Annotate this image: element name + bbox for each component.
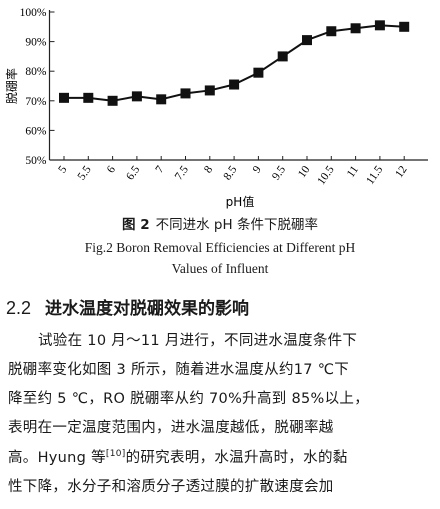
paragraph-line: 高。Hyung 等[10]的研究表明，水温升高时，水的黏 — [8, 446, 432, 467]
x-tick-label: 6.5 — [124, 164, 142, 183]
figure-caption-en-line2: Values of Influent — [171, 261, 269, 276]
data-point — [253, 67, 264, 78]
data-point — [107, 95, 118, 106]
data-point — [83, 92, 94, 103]
x-tick-label: 7 — [154, 164, 167, 176]
paragraph-text: 的研究表明，水温升高时，水的黏 — [125, 450, 348, 466]
section-number: 2.2 — [6, 298, 32, 318]
figure-caption-cn: 图 2 不同进水 pH 条件下脱硼率 — [0, 213, 440, 233]
data-point — [204, 85, 215, 96]
x-tick-label: 8.5 — [221, 164, 239, 183]
citation-ref[interactable]: [10] — [105, 449, 126, 459]
data-point — [350, 23, 361, 34]
x-tick-labels: 5 5.5 6 6.5 7 7.5 8 8.5 9 9.5 10 10.5 11 11.5 12 — [56, 164, 409, 188]
x-tick-label: 5.5 — [76, 164, 94, 183]
x-axis-label: pH值 — [226, 194, 255, 209]
series-boron-removal — [59, 20, 410, 106]
y-tick-label: 50% — [25, 155, 47, 167]
paragraph-line: 脱硼率变化如图 3 所示，随着进水温度从约17 ℃下 — [8, 362, 350, 378]
figure-title-cn: 不同进水 pH 条件下脱硼率 — [155, 217, 318, 233]
data-point — [131, 91, 142, 102]
paragraph-line: 降至约 5 ℃，RO 脱硼率从约 70%升高到 85%以上， — [8, 391, 369, 407]
y-tick-label: 60% — [25, 125, 47, 137]
y-tick-label: 100% — [20, 7, 47, 19]
data-point — [59, 92, 69, 103]
data-point — [374, 20, 385, 31]
y-tick-labels: 100% 90% 80% 70% 60% 50% — [20, 7, 47, 167]
x-tick-label: 10.5 — [315, 164, 337, 188]
y-tick-label: 80% — [25, 66, 47, 78]
y-axis-label: 脱硼率 — [4, 68, 19, 104]
paragraph-line: 表明在一定温度范围内，进水温度越低，脱硼率越 — [8, 420, 334, 436]
x-tick-label: 7.5 — [173, 164, 191, 183]
y-tick-label: 90% — [25, 37, 47, 49]
data-point — [326, 26, 337, 37]
chart-axes — [48, 10, 428, 161]
x-tick-label: 9.5 — [270, 164, 288, 183]
paragraph-line: 性下降，水分子和溶质分子透过膜的扩散速度会加 — [8, 479, 334, 495]
section-heading: 2.2 进水温度对脱硼效果的影响 — [6, 294, 249, 319]
data-point — [399, 21, 410, 32]
y-tick-label: 70% — [25, 96, 47, 108]
x-tick-label: 12 — [393, 164, 410, 181]
data-point — [277, 51, 288, 62]
x-tick-label: 6 — [105, 164, 118, 176]
ph-boron-chart: 100% 90% 80% 70% 60% 50% 5 5.5 6 6.5 7 7.5 8 8.5 9 9.5… — [4, 7, 428, 209]
x-tick-label: 9 — [251, 164, 264, 176]
x-tick-label: 10 — [296, 164, 313, 181]
data-point — [229, 79, 240, 90]
section-title: 进水温度对脱硼效果的影响 — [45, 299, 250, 319]
x-tick-label: 5 — [56, 164, 69, 176]
figure-caption-en-line1: Fig.2 Boron Removal Efficiencies at Diff… — [84, 240, 356, 255]
data-point — [180, 88, 191, 99]
data-point — [156, 94, 167, 105]
x-tick-label: 8 — [202, 164, 215, 176]
figure-number: 图 2 — [122, 217, 150, 233]
paragraph-line: 试验在 10 月～11 月进行，不同进水温度条件下 — [38, 333, 358, 349]
paragraph-text: 高。Hyung 等 — [8, 450, 106, 466]
x-tick-label: 11.5 — [364, 164, 385, 187]
data-point — [302, 35, 312, 46]
x-tick-label: 11 — [345, 164, 361, 180]
